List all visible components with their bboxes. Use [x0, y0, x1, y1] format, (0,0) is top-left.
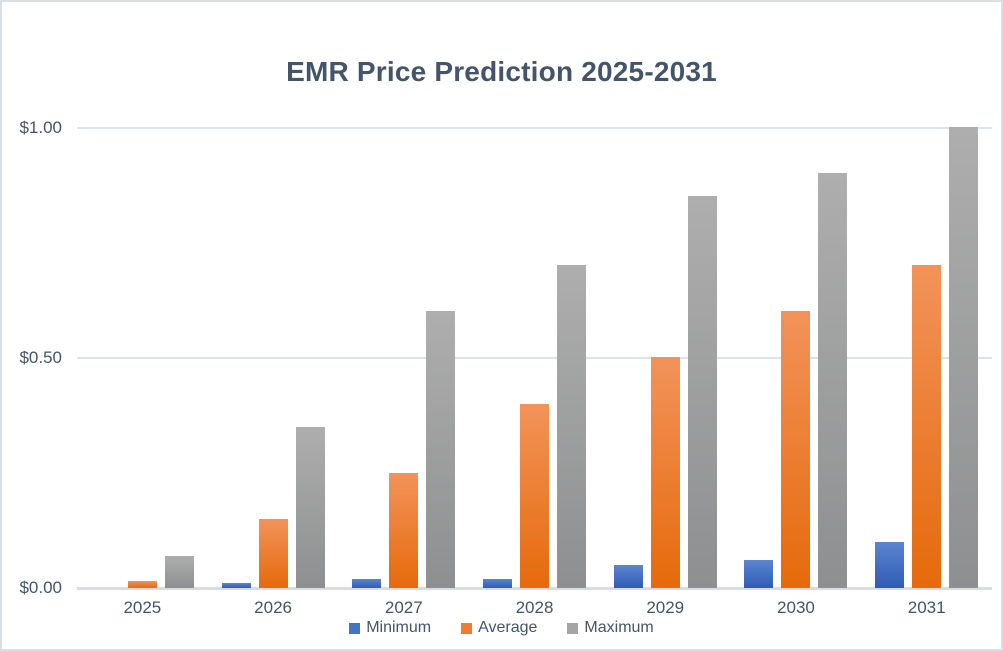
bar-maximum-2030 [818, 173, 848, 588]
bar-group-2027 [338, 127, 469, 588]
bar-average-2026 [258, 519, 288, 588]
legend-item-maximum: Maximum [567, 619, 654, 637]
bar-group-2028 [469, 127, 600, 588]
bar-cluster-2030 [744, 127, 848, 588]
bar-average-2029 [650, 357, 680, 588]
x-label-2027: 2027 [384, 598, 423, 617]
bar-maximum-2031 [949, 127, 979, 588]
bar-minimum-2029 [613, 565, 643, 588]
x-axis-labels: 2025 2026 2027 2028 2029 2030 2031 [77, 598, 992, 618]
legend-swatch-minimum [349, 622, 361, 634]
bar-maximum-2025 [164, 556, 194, 588]
bar-cluster-2029 [613, 127, 717, 588]
bar-group-2029 [600, 127, 731, 588]
legend-label-average: Average [478, 619, 538, 636]
legend-swatch-maximum [567, 622, 579, 634]
chart-title: EMR Price Prediction 2025-2031 [286, 56, 717, 87]
bar-cluster-2025 [91, 127, 194, 588]
legend-label-minimum: Minimum [366, 619, 432, 636]
bar-maximum-2027 [426, 311, 456, 588]
bar-cluster-2031 [875, 127, 979, 588]
x-label-2030: 2030 [777, 598, 815, 617]
gridline-1-00 [77, 127, 992, 129]
x-label-2026: 2026 [254, 598, 292, 617]
x-label-2025: 2025 [123, 598, 162, 617]
bar-average-2025 [127, 581, 157, 588]
gridline-0-50 [77, 357, 992, 359]
bar-group-2031 [861, 127, 992, 588]
bar-minimum-2028 [483, 579, 513, 588]
legend: Minimum Average Maximum [2, 619, 1001, 637]
legend-swatch-average [461, 622, 473, 634]
legend-item-average: Average [461, 619, 537, 637]
bar-cluster-2026 [221, 127, 325, 588]
legend-item-minimum: Minimum [349, 619, 431, 637]
bar-average-2027 [389, 473, 419, 588]
x-label-2029: 2029 [646, 598, 685, 617]
y-tick-0-50: $0.50 [19, 348, 62, 367]
bar-minimum-2031 [875, 542, 905, 588]
x-label-2028: 2028 [515, 598, 554, 617]
x-label-2031: 2031 [907, 598, 946, 617]
bar-maximum-2029 [687, 196, 717, 588]
bar-group-2030 [731, 127, 862, 588]
bar-minimum-2026 [221, 583, 251, 588]
plot-area [77, 127, 992, 588]
bar-group-2026 [208, 127, 339, 588]
bar-cluster-2027 [352, 127, 456, 588]
bar-cluster-2028 [483, 127, 587, 588]
bar-maximum-2028 [557, 265, 587, 588]
bar-average-2031 [912, 265, 942, 588]
y-tick-0-00: $0.00 [19, 578, 62, 597]
y-tick-1-00: $1.00 [19, 118, 62, 137]
bar-average-2028 [520, 404, 550, 588]
bar-maximum-2026 [295, 427, 325, 588]
legend-label-maximum: Maximum [584, 619, 654, 636]
bar-minimum-2027 [352, 579, 382, 588]
bar-group-2025 [77, 127, 208, 588]
bar-minimum-2030 [744, 560, 774, 588]
x-axis-line [77, 587, 992, 590]
bar-average-2030 [781, 311, 811, 588]
